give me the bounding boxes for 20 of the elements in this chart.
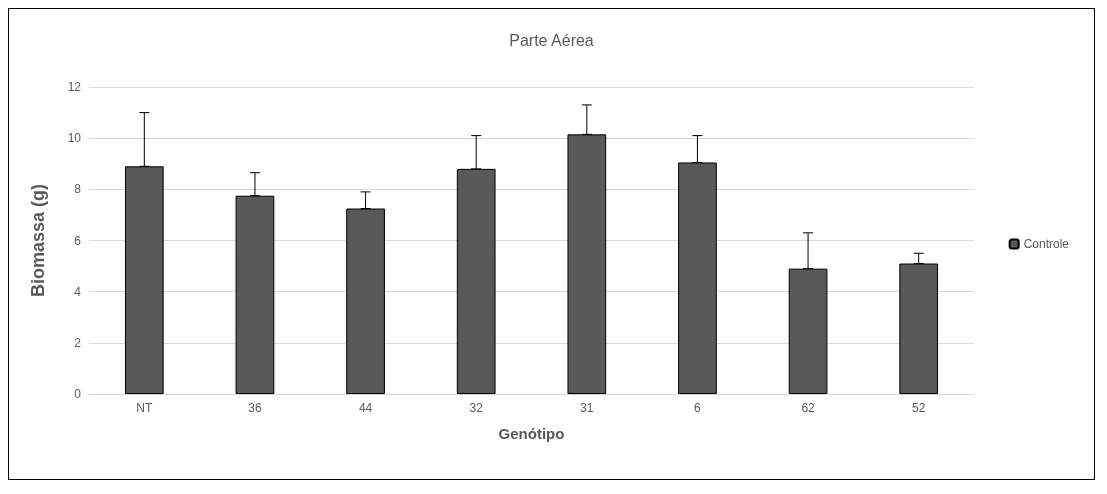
legend-label: Controle bbox=[1023, 237, 1070, 251]
x-tick-label: 44 bbox=[358, 401, 373, 415]
y-tick-label: 10 bbox=[67, 131, 82, 146]
y-tick-label: 12 bbox=[67, 80, 82, 94]
x-tick-label: 32 bbox=[469, 401, 484, 415]
y-tick-label: 2 bbox=[74, 335, 82, 350]
y-axis-title: Biomassa (g) bbox=[28, 183, 48, 298]
x-tick-label: 6 bbox=[694, 401, 702, 415]
x-tick-label: NT bbox=[136, 401, 153, 415]
x-tick-label: 31 bbox=[580, 401, 594, 415]
x-axis-title: Genótipo bbox=[498, 425, 565, 442]
x-tick-label: 52 bbox=[912, 401, 926, 415]
y-tick-label: 4 bbox=[74, 284, 82, 299]
y-tick-label: 0 bbox=[74, 387, 82, 401]
y-tick-label: 6 bbox=[74, 233, 82, 248]
x-tick-label: 36 bbox=[248, 401, 262, 415]
x-tick-label: 62 bbox=[801, 401, 816, 415]
bar bbox=[456, 168, 496, 394]
y-tick-label: 8 bbox=[74, 182, 82, 197]
chart-title: Parte Aérea bbox=[509, 31, 594, 49]
